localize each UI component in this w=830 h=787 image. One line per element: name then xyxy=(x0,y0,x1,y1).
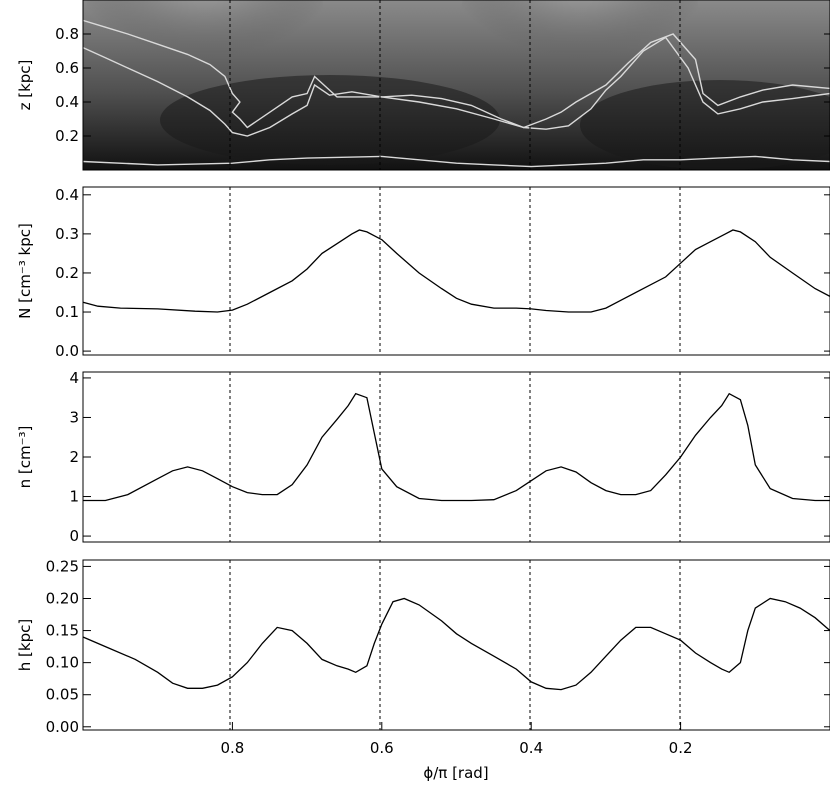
x-tick-label: 0.4 xyxy=(519,739,543,757)
y-tick-label: 0.6 xyxy=(55,59,79,77)
heatmap-panel: 0.2 0.4 0.6 0.8 z [kpc] xyxy=(16,0,830,171)
scale-height-frame xyxy=(82,559,830,731)
y-tick-label: 0.4 xyxy=(55,93,79,111)
heatmap-ylabel: z [kpc] xyxy=(16,60,34,111)
contour-line xyxy=(83,19,830,129)
contour-line xyxy=(83,36,830,137)
y-tick-label: 0.00 xyxy=(46,718,79,736)
heatmap-y-ticks: 0.2 0.4 0.6 0.8 xyxy=(55,25,830,145)
contour-lines xyxy=(83,19,830,168)
density-ylabel: n [cm⁻³] xyxy=(16,426,34,489)
y-tick-label: 0.1 xyxy=(55,303,79,321)
density-curve xyxy=(83,392,830,502)
heatmap-image xyxy=(83,0,830,170)
y-tick-label: 0 xyxy=(69,527,79,545)
y-tick-label: 0.05 xyxy=(46,686,79,704)
y-tick-label: 3 xyxy=(69,408,79,426)
y-tick-label: 0.2 xyxy=(55,264,79,282)
x-tick-label: 0.6 xyxy=(370,739,394,757)
x-axis-ticks: 0.8 0.6 0.4 0.2 xyxy=(220,722,693,757)
scale-height-dashed-lines xyxy=(229,560,681,730)
x-tick-label: 0.2 xyxy=(669,739,693,757)
scale-height-y-ticks: 0.00 0.05 0.10 0.15 0.20 0.25 xyxy=(46,557,830,736)
y-tick-label: 0.8 xyxy=(55,25,79,43)
y-tick-label: 0.2 xyxy=(55,127,79,145)
heatmap-frame xyxy=(82,0,830,171)
column-density-y-ticks: 0.0 0.1 0.2 0.3 0.4 xyxy=(55,186,830,360)
density-dashed-lines xyxy=(229,372,681,542)
scale-height-curve xyxy=(82,597,830,691)
scale-height-ylabel: h [kpc] xyxy=(16,619,34,671)
y-tick-label: 4 xyxy=(69,369,79,387)
y-tick-label: 0.4 xyxy=(55,186,79,204)
y-tick-label: 0.0 xyxy=(55,342,79,360)
y-tick-label: 0.15 xyxy=(46,622,79,640)
density-y-ticks: 0 1 2 3 4 xyxy=(69,369,830,545)
y-tick-label: 0.10 xyxy=(46,654,79,672)
column-density-curve xyxy=(82,229,830,313)
contour-line xyxy=(83,155,830,168)
y-tick-label: 0.25 xyxy=(46,557,79,575)
column-density-ylabel: N [cm⁻³ kpc] xyxy=(16,223,34,319)
column-density-dashed-lines xyxy=(229,187,681,355)
y-tick-label: 0.20 xyxy=(46,589,79,607)
heatmap-dashed-lines xyxy=(229,0,681,170)
scale-height-panel: 0.000.050.100.150.200.25 h [kpc] 0.8 0.6 0… xyxy=(16,557,830,782)
density-panel: 0 1 2 3 4 n [cm⁻³] xyxy=(16,369,830,545)
y-tick-label: 1 xyxy=(69,488,79,506)
x-tick-label: 0.8 xyxy=(220,739,244,757)
column-density-frame xyxy=(82,186,830,356)
y-tick-label: 0.3 xyxy=(55,225,79,243)
density-frame xyxy=(82,371,830,543)
y-tick-label: 2 xyxy=(69,448,79,466)
column-density-panel: 0.0 0.1 0.2 0.3 0.4 N [cm⁻³ kpc] xyxy=(16,186,830,360)
x-axis-label: ϕ/π [rad] xyxy=(423,764,488,782)
